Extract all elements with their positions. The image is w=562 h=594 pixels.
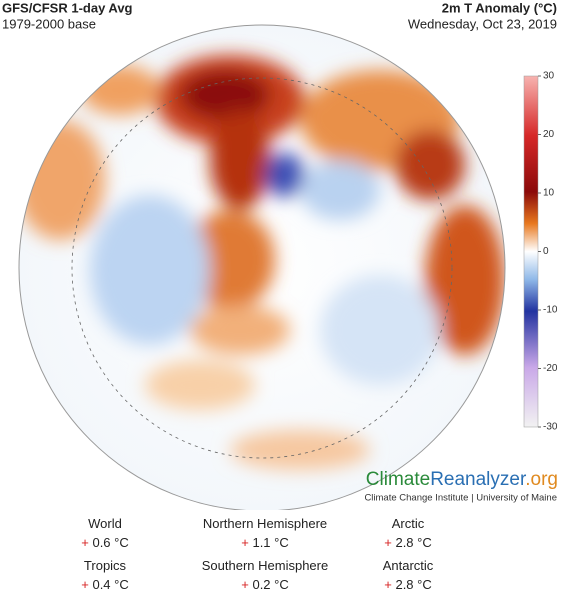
colorbar [523, 75, 539, 428]
graticule [71, 77, 453, 459]
map: GFS/CFSR 1-day Avg 1979-2000 base 2m T A… [2, 0, 558, 510]
stat-sign: + [81, 577, 89, 592]
base-period: 1979-2000 base [2, 16, 96, 31]
colorbar-tick-label: 20 [543, 129, 555, 140]
stat-sign: + [384, 577, 392, 592]
colorbar-tick-label: -30 [543, 422, 558, 433]
logo: ClimateReanalyzer.org [366, 469, 558, 490]
stat: Southern Hemisphere + 0.2 °C [175, 558, 355, 592]
stat-value-line: + 0.4 °C [15, 577, 195, 592]
globe-outline [18, 24, 506, 510]
colorbar-tick-label: -10 [543, 305, 558, 316]
stat-value-line: + 0.2 °C [175, 577, 355, 592]
stat-label: Tropics [83, 558, 127, 573]
stat-value: 1.1 °C [252, 535, 289, 550]
title: GFS/CFSR 1-day Avg [2, 0, 133, 15]
colorbar-tick-label: 10 [543, 188, 555, 199]
date: Wednesday, Oct 23, 2019 [408, 16, 557, 31]
stat-value-line: + 2.8 °C [318, 535, 498, 550]
stat-sign: + [81, 535, 89, 550]
logo-climate: Climate [366, 469, 430, 490]
stat-label: Arctic [391, 516, 425, 531]
logo-reanalyzer: Reanalyzer [430, 469, 527, 490]
colorbar-tick-label: 30 [543, 71, 555, 82]
stat-value: 2.8 °C [395, 535, 432, 550]
stat-value-line: + 2.8 °C [318, 577, 498, 592]
stat-label: World [88, 516, 122, 531]
stat-value: 0.4 °C [92, 577, 129, 592]
stat: Tropics + 0.4 °C [15, 558, 195, 592]
stat-sign: + [241, 535, 249, 550]
stat: Antarctic + 2.8 °C [318, 558, 498, 592]
stat-value: 2.8 °C [395, 577, 432, 592]
stat-value: 0.6 °C [92, 535, 129, 550]
stat-label: Northern Hemisphere [202, 516, 328, 531]
stat-value-line: + 0.6 °C [15, 535, 195, 550]
stat-sign: + [384, 535, 392, 550]
stat-sign: + [241, 577, 249, 592]
stat-label: Antarctic [382, 558, 434, 573]
stat: World + 0.6 °C [15, 516, 195, 550]
stat: Northern Hemisphere + 1.1 °C [175, 516, 355, 550]
stat-label: Southern Hemisphere [201, 558, 329, 573]
colorbar-tick-label: -20 [543, 363, 558, 374]
variable: 2m T Anomaly (°C) [442, 0, 557, 15]
logo-credit: Climate Change Institute | University of… [364, 493, 557, 504]
stat-value: 0.2 °C [252, 577, 289, 592]
stat: Arctic + 2.8 °C [318, 516, 498, 550]
logo-org: .org [525, 469, 558, 490]
stat-value-line: + 1.1 °C [175, 535, 355, 550]
colorbar-tick-label: 0 [543, 246, 549, 257]
